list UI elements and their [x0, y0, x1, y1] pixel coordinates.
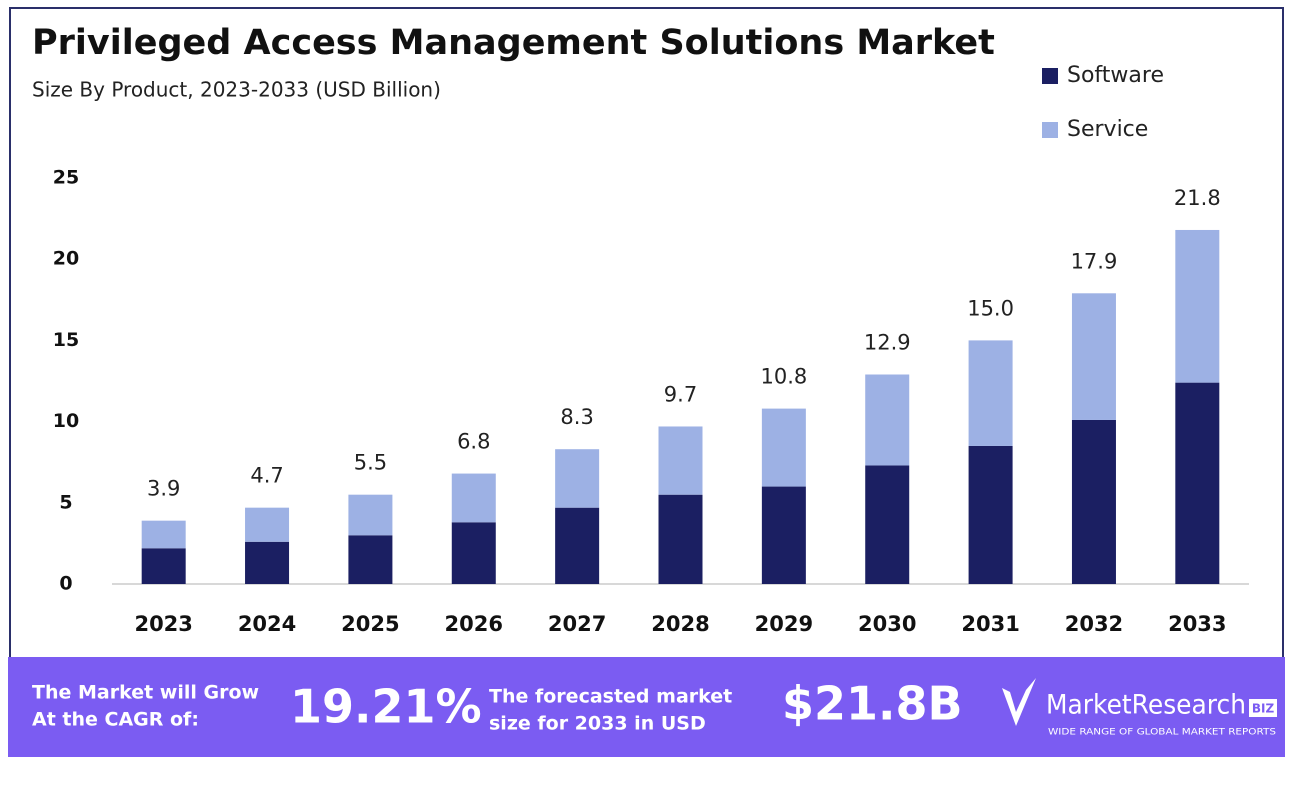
- brand-tag: BIZ: [1252, 702, 1275, 716]
- total-label: 10.8: [760, 365, 807, 389]
- bar-segment: [348, 494, 393, 536]
- total-label: 4.7: [250, 464, 283, 488]
- legend-label: Software: [1067, 63, 1164, 88]
- bar-segment: [555, 507, 600, 584]
- legend-label: Service: [1067, 117, 1148, 142]
- bar-segment: [141, 548, 186, 584]
- brand-name: MarketResearch: [1046, 690, 1246, 721]
- total-label: 12.9: [864, 331, 911, 355]
- brand-tag-box: [1249, 699, 1277, 717]
- bar-segment: [968, 445, 1013, 584]
- x-tick-label: 2024: [238, 612, 296, 636]
- y-tick-label: 20: [53, 248, 79, 270]
- forecast-text: The forecasted market: [489, 686, 732, 708]
- y-tick-label: 25: [53, 167, 79, 189]
- cagr-value: 19.21%: [290, 680, 482, 734]
- x-tick-label: 2033: [1168, 612, 1226, 636]
- bar-segment: [451, 473, 496, 523]
- bar-segment: [761, 408, 806, 487]
- x-tick-label: 2030: [858, 612, 916, 636]
- bar-segment: [865, 465, 910, 584]
- total-label: 21.8: [1174, 186, 1221, 210]
- cagr-text: At the CAGR of:: [32, 709, 199, 731]
- bar-segment: [141, 520, 186, 549]
- x-tick-label: 2026: [445, 612, 503, 636]
- legend-swatch: [1042, 68, 1058, 84]
- bar-segment: [658, 494, 703, 584]
- chart-subtitle: Size By Product, 2023-2033 (USD Billion): [32, 78, 441, 102]
- bar-segment: [555, 449, 600, 508]
- bar-segment: [761, 486, 806, 584]
- chart-title: Privileged Access Management Solutions M…: [32, 23, 995, 63]
- bar-segment: [968, 340, 1013, 446]
- bar-segment: [1175, 229, 1220, 383]
- x-tick-label: 2031: [961, 612, 1019, 636]
- x-tick-label: 2032: [1065, 612, 1123, 636]
- legend-swatch: [1042, 122, 1058, 138]
- bar-segment: [1071, 419, 1116, 584]
- y-tick-label: 0: [59, 573, 72, 595]
- x-tick-label: 2028: [651, 612, 709, 636]
- y-tick-label: 10: [53, 410, 79, 432]
- x-tick-label: 2023: [134, 612, 192, 636]
- bar-segment: [658, 426, 703, 495]
- total-label: 17.9: [1071, 249, 1118, 273]
- total-label: 15.0: [967, 296, 1014, 320]
- x-tick-label: 2029: [755, 612, 813, 636]
- y-tick-label: 5: [59, 491, 72, 513]
- bar-segment: [348, 535, 393, 584]
- cagr-text: The Market will Grow: [32, 682, 259, 704]
- bar-segment: [245, 507, 290, 542]
- forecast-text: size for 2033 in USD: [489, 713, 706, 735]
- total-label: 6.8: [457, 430, 490, 454]
- brand-slogan: WIDE RANGE OF GLOBAL MARKET REPORTS: [1048, 728, 1276, 738]
- brand-logo: [1002, 678, 1036, 726]
- y-tick-label: 15: [53, 329, 79, 351]
- total-label: 9.7: [664, 382, 697, 406]
- bar-segment: [1175, 382, 1220, 584]
- total-label: 5.5: [354, 451, 387, 475]
- x-tick-label: 2027: [548, 612, 606, 636]
- frame: [9, 7, 1284, 711]
- bar-segment: [1071, 293, 1116, 420]
- bar-segment: [451, 522, 496, 584]
- forecast-value: $21.8B: [782, 677, 963, 731]
- footer-banner: [8, 657, 1285, 757]
- total-label: 8.3: [560, 405, 593, 429]
- bar-segment: [865, 374, 910, 466]
- bar-segment: [245, 541, 290, 584]
- x-tick-label: 2025: [341, 612, 399, 636]
- total-label: 3.9: [147, 477, 180, 501]
